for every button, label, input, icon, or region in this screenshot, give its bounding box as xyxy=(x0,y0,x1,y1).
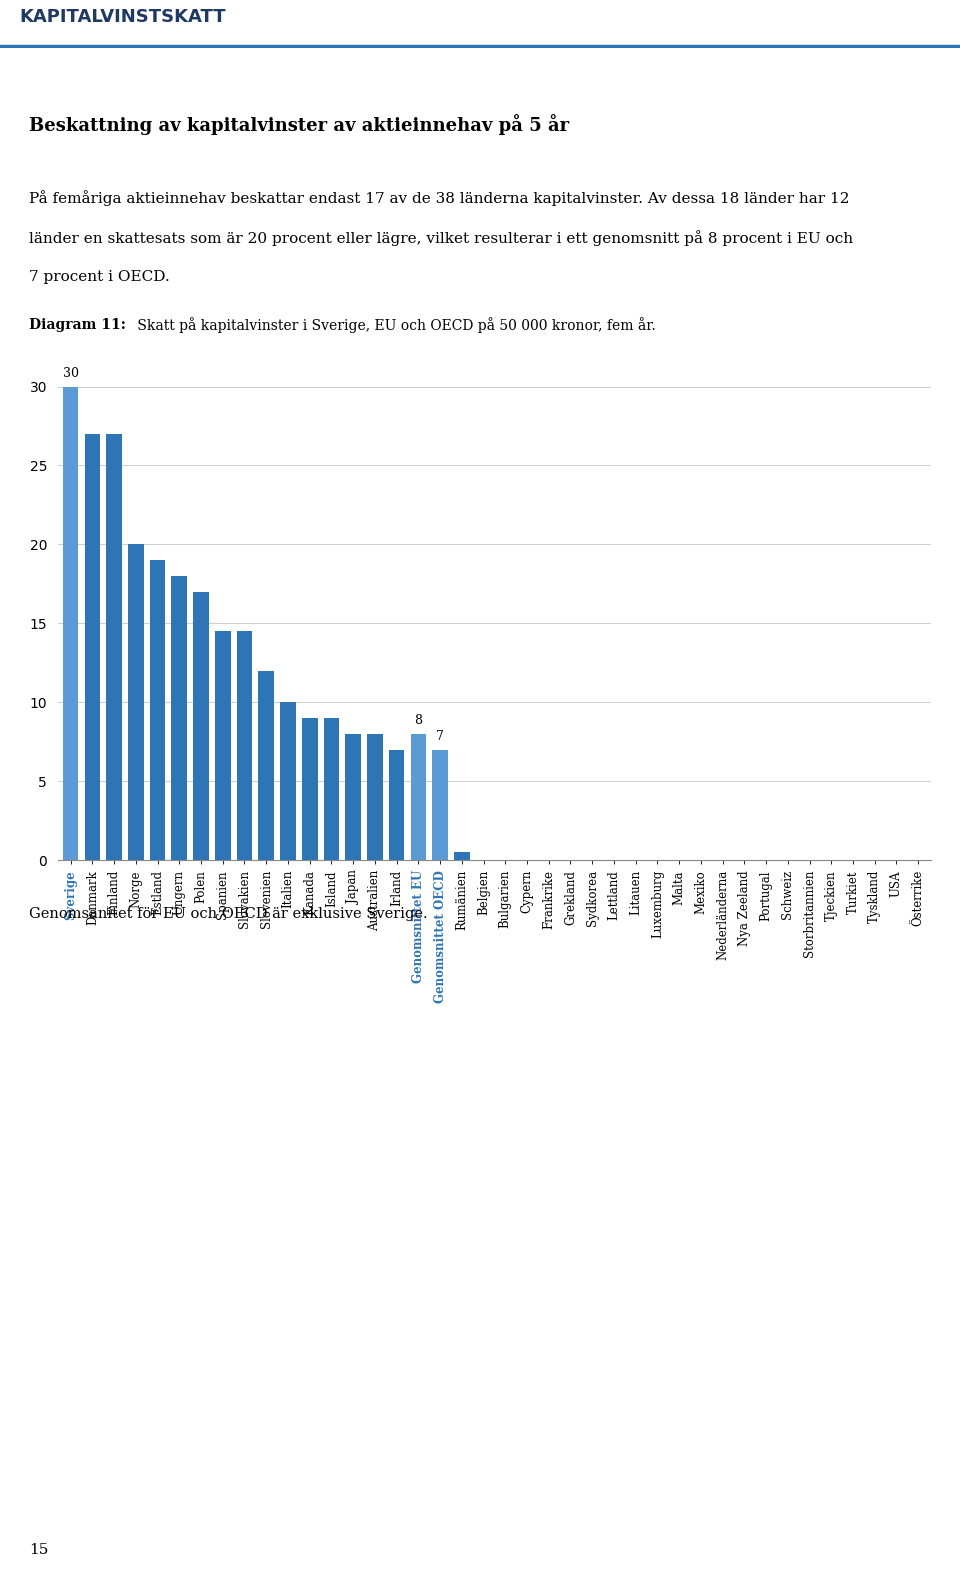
Text: Norge: Norge xyxy=(130,870,142,907)
Text: Litauen: Litauen xyxy=(629,870,642,915)
Text: Slovenien: Slovenien xyxy=(260,870,273,928)
Text: Turkiet: Turkiet xyxy=(847,870,859,914)
Text: Beskattning av kapitalvinster av aktieinnehav på 5 år: Beskattning av kapitalvinster av aktiein… xyxy=(29,114,569,136)
Bar xyxy=(454,852,469,860)
Text: Belgien: Belgien xyxy=(477,870,490,915)
Text: Nederländerna: Nederländerna xyxy=(716,870,729,960)
Text: Ungern: Ungern xyxy=(173,870,186,915)
Text: Spanien: Spanien xyxy=(216,870,229,919)
Bar xyxy=(172,575,187,860)
Bar xyxy=(62,387,79,860)
Text: Rumänien: Rumänien xyxy=(455,870,468,930)
Text: Lettland: Lettland xyxy=(608,870,620,920)
Text: Tyskland: Tyskland xyxy=(868,870,881,923)
Text: Malta: Malta xyxy=(673,870,685,904)
Text: Tjeckien: Tjeckien xyxy=(825,870,838,920)
Text: länder en skattesats som är 20 procent eller lägre, vilket resulterar i ett geno: länder en skattesats som är 20 procent e… xyxy=(29,229,852,245)
Bar xyxy=(258,670,274,860)
Text: Finland: Finland xyxy=(108,870,121,915)
Text: KAPITALVINSTSKATT: KAPITALVINSTSKATT xyxy=(19,8,226,25)
Text: 8: 8 xyxy=(415,715,422,727)
Text: Frankrike: Frankrike xyxy=(542,870,555,930)
Bar xyxy=(237,631,252,860)
Bar xyxy=(411,734,426,860)
Bar xyxy=(324,718,339,860)
Text: Skatt på kapitalvinster i Sverige, EU och OECD på 50 000 kronor, fem år.: Skatt på kapitalvinster i Sverige, EU oc… xyxy=(132,318,656,334)
Bar xyxy=(84,433,100,860)
Text: Kanada: Kanada xyxy=(303,870,316,915)
Bar xyxy=(107,433,122,860)
Text: Italien: Italien xyxy=(281,870,295,909)
Bar xyxy=(301,718,318,860)
Text: Genomsanitet för EU och OECD är exklusive Sverige.: Genomsanitet för EU och OECD är exklusiv… xyxy=(29,907,427,922)
Text: Slovakien: Slovakien xyxy=(238,870,251,928)
Text: På femåriga aktieinnehav beskattar endast 17 av de 38 länderna kapitalvinster. A: På femåriga aktieinnehav beskattar endas… xyxy=(29,190,850,206)
Text: Sverige: Sverige xyxy=(64,870,77,920)
Text: 7: 7 xyxy=(436,730,444,743)
Bar xyxy=(346,734,361,860)
Text: Cypern: Cypern xyxy=(520,870,534,914)
Bar xyxy=(193,591,209,860)
Text: Schweiz: Schweiz xyxy=(781,870,794,919)
Text: Genomsnittet OECD: Genomsnittet OECD xyxy=(434,870,446,1002)
Text: Luxemburg: Luxemburg xyxy=(651,870,664,939)
Text: Genomsnittet EU: Genomsnittet EU xyxy=(412,870,425,983)
Text: Sydkorea: Sydkorea xyxy=(586,870,599,926)
Bar xyxy=(280,702,296,860)
Bar xyxy=(128,544,144,860)
Text: Portugal: Portugal xyxy=(759,870,773,920)
Bar xyxy=(367,734,383,860)
Text: Bulgarien: Bulgarien xyxy=(499,870,512,928)
Text: 30: 30 xyxy=(62,367,79,381)
Text: USA: USA xyxy=(890,870,903,896)
Text: Irland: Irland xyxy=(390,870,403,906)
Text: Island: Island xyxy=(324,870,338,906)
Text: Australien: Australien xyxy=(369,870,381,931)
Text: Storbritannien: Storbritannien xyxy=(803,870,816,958)
Text: Japan: Japan xyxy=(347,870,360,904)
Text: Diagram 11:: Diagram 11: xyxy=(29,318,126,332)
Text: Nya Zeeland: Nya Zeeland xyxy=(738,870,751,945)
Text: Danmark: Danmark xyxy=(85,870,99,925)
Text: Mexiko: Mexiko xyxy=(694,870,708,914)
Text: Österrike: Österrike xyxy=(912,870,924,926)
Bar xyxy=(389,749,404,860)
Bar xyxy=(150,560,165,860)
Text: Estland: Estland xyxy=(151,870,164,915)
Text: 15: 15 xyxy=(29,1543,48,1557)
Bar xyxy=(432,749,448,860)
Text: 7 procent i OECD.: 7 procent i OECD. xyxy=(29,270,170,285)
Text: Grekland: Grekland xyxy=(564,870,577,925)
Text: Polen: Polen xyxy=(195,870,207,903)
Bar xyxy=(215,631,230,860)
